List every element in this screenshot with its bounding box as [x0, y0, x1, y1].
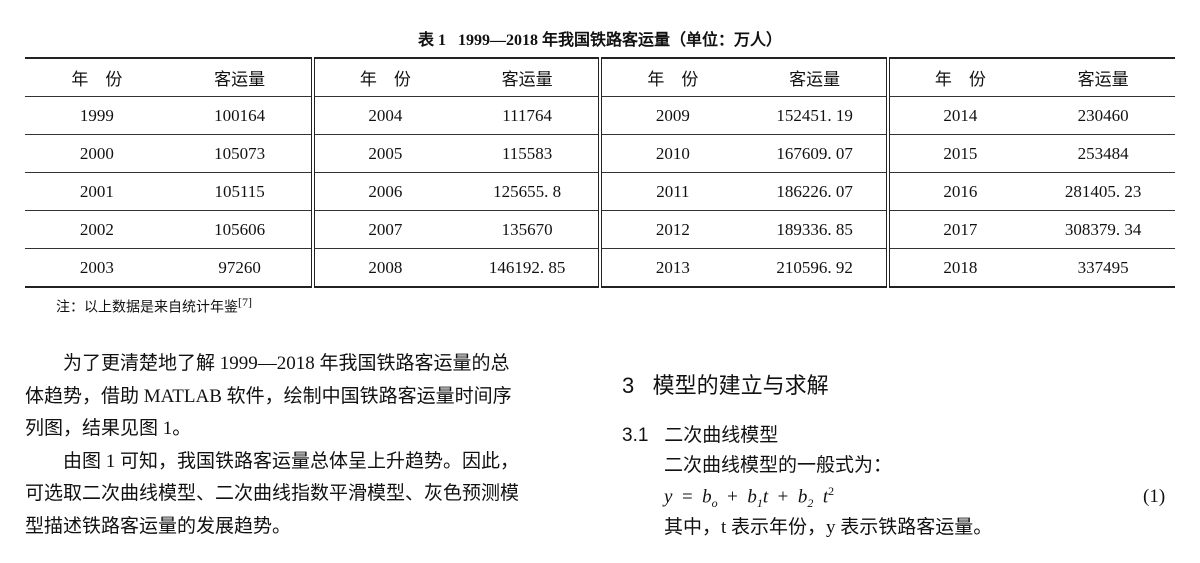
paragraph-line: 型描述铁路客运量的发展趋势。 [25, 515, 292, 537]
paragraph-line: 可选取二次曲线模型、二次曲线指数平滑模型、灰色预测模 [25, 483, 520, 504]
eq-var: t [822, 486, 829, 508]
year-cell: 2008 [310, 248, 457, 287]
year-cell: 2014 [885, 96, 1032, 135]
year-cell: 2000 [25, 134, 169, 173]
data-row: 1999 100164 2004 111764 2009 152451. 19 2014 23… [25, 96, 1175, 135]
eq-base: b [747, 486, 757, 508]
volume-cell: 210596. 92 [776, 257, 853, 277]
section-title: 模型的建立与求解 [652, 373, 829, 398]
section-number: 3 [622, 373, 635, 398]
year-cell: 1999 [25, 96, 169, 135]
year-cell: 2012 [598, 210, 744, 249]
caption-text: 1999—2018 年我国铁路客运量（单位：万人） [458, 32, 783, 49]
subsection-title: 二次曲线模型 [664, 425, 779, 446]
volume-cell: 125655. 8 [456, 172, 600, 211]
year-cell: 2018 [885, 248, 1032, 287]
subsection-heading: 3.1 二次曲线模型 [622, 420, 778, 447]
paragraph-line: 列图，结果见图 1。 [25, 418, 192, 439]
note-text: 注：以上数据是来自统计年鉴 [56, 300, 238, 316]
year-cell: 2016 [885, 172, 1032, 211]
header-cell: 年 份 [310, 58, 457, 97]
eq-base: b [797, 486, 808, 508]
eq-lhs: y [664, 486, 673, 508]
volume-cell: 105606 [168, 210, 313, 249]
header-cell: 年 份 [25, 58, 169, 97]
volume-cell: 186226. 07 [743, 172, 888, 211]
data-row: 2002 105606 2007 135670 2012 189336. 85 2017 30… [25, 210, 1175, 249]
volume-cell: 111764 [456, 96, 600, 135]
year-cell: 2010 [598, 134, 744, 173]
caption-label: 表 1 [417, 32, 446, 49]
left-column: 为了更清楚地了解 1999—2018 年我国铁路客运量的总 体趋势，借助 MATL… [25, 348, 519, 543]
volume-cell: 146192. 85 [488, 257, 566, 277]
eq-var: t [762, 486, 769, 508]
header-cell: 客运量 [1031, 58, 1175, 97]
volume-cell: 308379. 34 [1031, 210, 1175, 249]
volume-cell: 115583 [456, 134, 600, 173]
subsection-number: 3.1 [622, 425, 649, 446]
year-cell: 2017 [885, 210, 1032, 249]
data-row: 2000 105073 2005 115583 2010 167609. 07 2015 25… [25, 134, 1175, 173]
volume-cell: 281405. 23 [1031, 172, 1175, 211]
header-cell: 客运量 [743, 58, 888, 97]
eq-sign: = [681, 486, 693, 508]
year-cell: 2015 [885, 134, 1032, 173]
header-row: 年 份客运量年 份客运量年 份客运量年 份客运量 [25, 58, 1175, 97]
year-cell: 2011 [598, 172, 744, 211]
header-cell: 年 份 [885, 58, 1032, 97]
year-cell: 2006 [310, 172, 457, 211]
data-table: 年 份客运量年 份客运量年 份客运量年 份客运量 1999 100164 2004 11… [25, 57, 1175, 288]
data-row: 2003 97260 2008 146192. 85 2013 210596. 92 201… [25, 248, 1175, 287]
volume-cell: 135670 [456, 210, 600, 249]
paragraph-line: 由图 1 可知，我国铁路客运量总体呈上升趋势。因此， [25, 450, 520, 472]
section-heading: 3 模型的建立与求解 [622, 368, 829, 400]
year-cell: 2002 [25, 210, 169, 249]
eq-sup: 2 [828, 484, 835, 498]
eq-sub: 2 [807, 496, 814, 511]
volume-cell: 100164 [168, 96, 313, 135]
intro: 二次曲线模型的一般式为： [664, 455, 893, 476]
explanation: 其中，t 表示年份，y 表示铁路客运量。 [664, 517, 993, 538]
note-ref: [7] [238, 295, 252, 309]
volume-cell: 105115 [168, 172, 313, 211]
table-caption: 表 1 1999—2018 年我国铁路客运量（单位：万人） [0, 26, 1200, 50]
year-cell: 2013 [598, 248, 744, 287]
header-cell: 客运量 [168, 58, 313, 97]
year-cell: 2009 [598, 96, 744, 135]
equation: y = bo + b1t + b2 t2 [664, 484, 844, 511]
eq-plus: + [777, 486, 789, 508]
eq-sub: 1 [756, 496, 763, 511]
data-row: 2001 105115 2006 125655. 8 2011 186226. 07 201… [25, 172, 1175, 211]
eq-plus: + [727, 486, 738, 508]
eq-sub: o [711, 496, 718, 511]
year-cell: 2004 [310, 96, 457, 135]
volume-cell: 253484 [1031, 134, 1175, 173]
volume-cell: 167609. 07 [743, 134, 888, 173]
table-note: 注：以上数据是来自统计年鉴[7] [56, 295, 252, 317]
volume-cell: 230460 [1031, 96, 1175, 135]
volume-cell: 105073 [168, 134, 313, 173]
year-cell: 2007 [310, 210, 457, 249]
volume-cell: 152451. 19 [743, 96, 888, 135]
volume-cell: 337495 [1077, 257, 1129, 277]
year-cell: 2001 [25, 172, 169, 211]
eq-base: b [702, 486, 712, 508]
equation-number: (1) [1143, 486, 1166, 507]
volume-cell: 189336. 85 [743, 210, 888, 249]
year-cell: 2003 [79, 257, 114, 277]
volume-cell: 97260 [218, 257, 261, 277]
paragraph-line: 为了更清楚地了解 1999—2018 年我国铁路客运量的总 [25, 353, 510, 374]
year-cell: 2005 [310, 134, 457, 173]
header-cell: 年 份 [598, 58, 744, 97]
paragraph-line: 体趋势，借助 MATLAB 软件，绘制中国铁路客运量时间序 [25, 385, 512, 407]
header-cell: 客运量 [456, 58, 600, 97]
